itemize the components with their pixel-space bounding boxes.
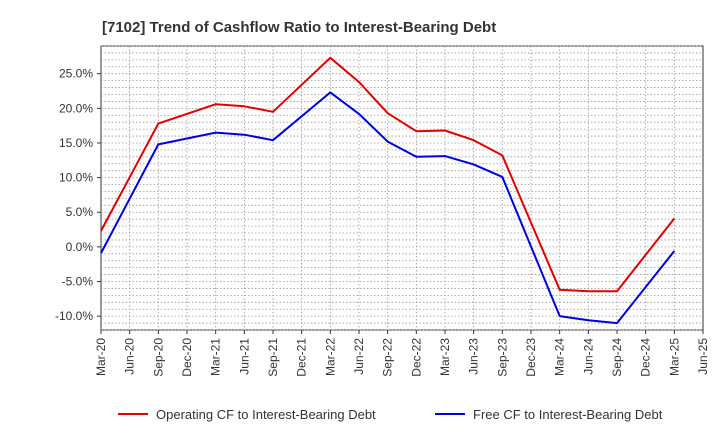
- series-line-operating-cf: [100, 56, 676, 293]
- y-tick-label: 15.0%: [59, 136, 93, 150]
- x-tick-label: Sep-20: [151, 338, 165, 377]
- x-tick-label: Mar-22: [323, 338, 337, 376]
- x-tick-label: Jun-20: [123, 338, 137, 375]
- x-tick-label: Mar-20: [94, 338, 108, 376]
- x-tick-label: Sep-23: [495, 338, 509, 377]
- x-tick-label: Dec-24: [639, 338, 653, 377]
- x-tick-label: Sep-24: [610, 338, 624, 377]
- legend-label-operating-cf: Operating CF to Interest-Bearing Debt: [156, 407, 376, 422]
- x-tick-label: Sep-21: [266, 338, 280, 377]
- legend-item-operating-cf[interactable]: Operating CF to Interest-Bearing Debt: [118, 407, 376, 422]
- x-tick-label: Dec-22: [409, 338, 423, 377]
- x-tick-label: Dec-21: [295, 338, 309, 377]
- series-line-free-cf: [100, 91, 676, 325]
- x-tick-label: Jun-25: [696, 338, 710, 375]
- x-tick-label: Mar-24: [553, 338, 567, 376]
- series-lines: [100, 56, 676, 325]
- y-tick-label: 10.0%: [59, 171, 93, 185]
- x-tick-label: Sep-22: [381, 338, 395, 377]
- x-tick-label: Jun-21: [237, 338, 251, 375]
- chart-title: [7102] Trend of Cashflow Ratio to Intere…: [102, 19, 496, 36]
- x-tick-label: Jun-23: [467, 338, 481, 375]
- x-tick-label: Mar-21: [209, 338, 223, 376]
- legend-item-free-cf[interactable]: Free CF to Interest-Bearing Debt: [435, 407, 663, 422]
- x-tick-label: Jun-22: [352, 338, 366, 375]
- x-tick-label: Jun-24: [581, 338, 595, 375]
- x-tick-label: Mar-23: [438, 338, 452, 376]
- legend: Operating CF to Interest-Bearing Debt Fr…: [118, 407, 663, 422]
- y-tick-label: 20.0%: [59, 101, 93, 115]
- x-tick-label: Dec-23: [524, 338, 538, 377]
- y-tick-label: 0.0%: [66, 240, 94, 254]
- axes: -10.0% -5.0% 0.0% 5.0% 10.0% 15.0% 20.0% 25.0% M…: [55, 67, 710, 377]
- x-tick-label: Mar-25: [667, 338, 681, 376]
- x-tick-label: Dec-20: [180, 338, 194, 377]
- plot-area: [100, 45, 704, 331]
- y-tick-label: 5.0%: [66, 205, 94, 219]
- y-tick-label: -10.0%: [55, 309, 93, 323]
- y-tick-label: 25.0%: [59, 67, 93, 81]
- legend-label-free-cf: Free CF to Interest-Bearing Debt: [473, 407, 663, 422]
- y-tick-label: -5.0%: [62, 275, 94, 289]
